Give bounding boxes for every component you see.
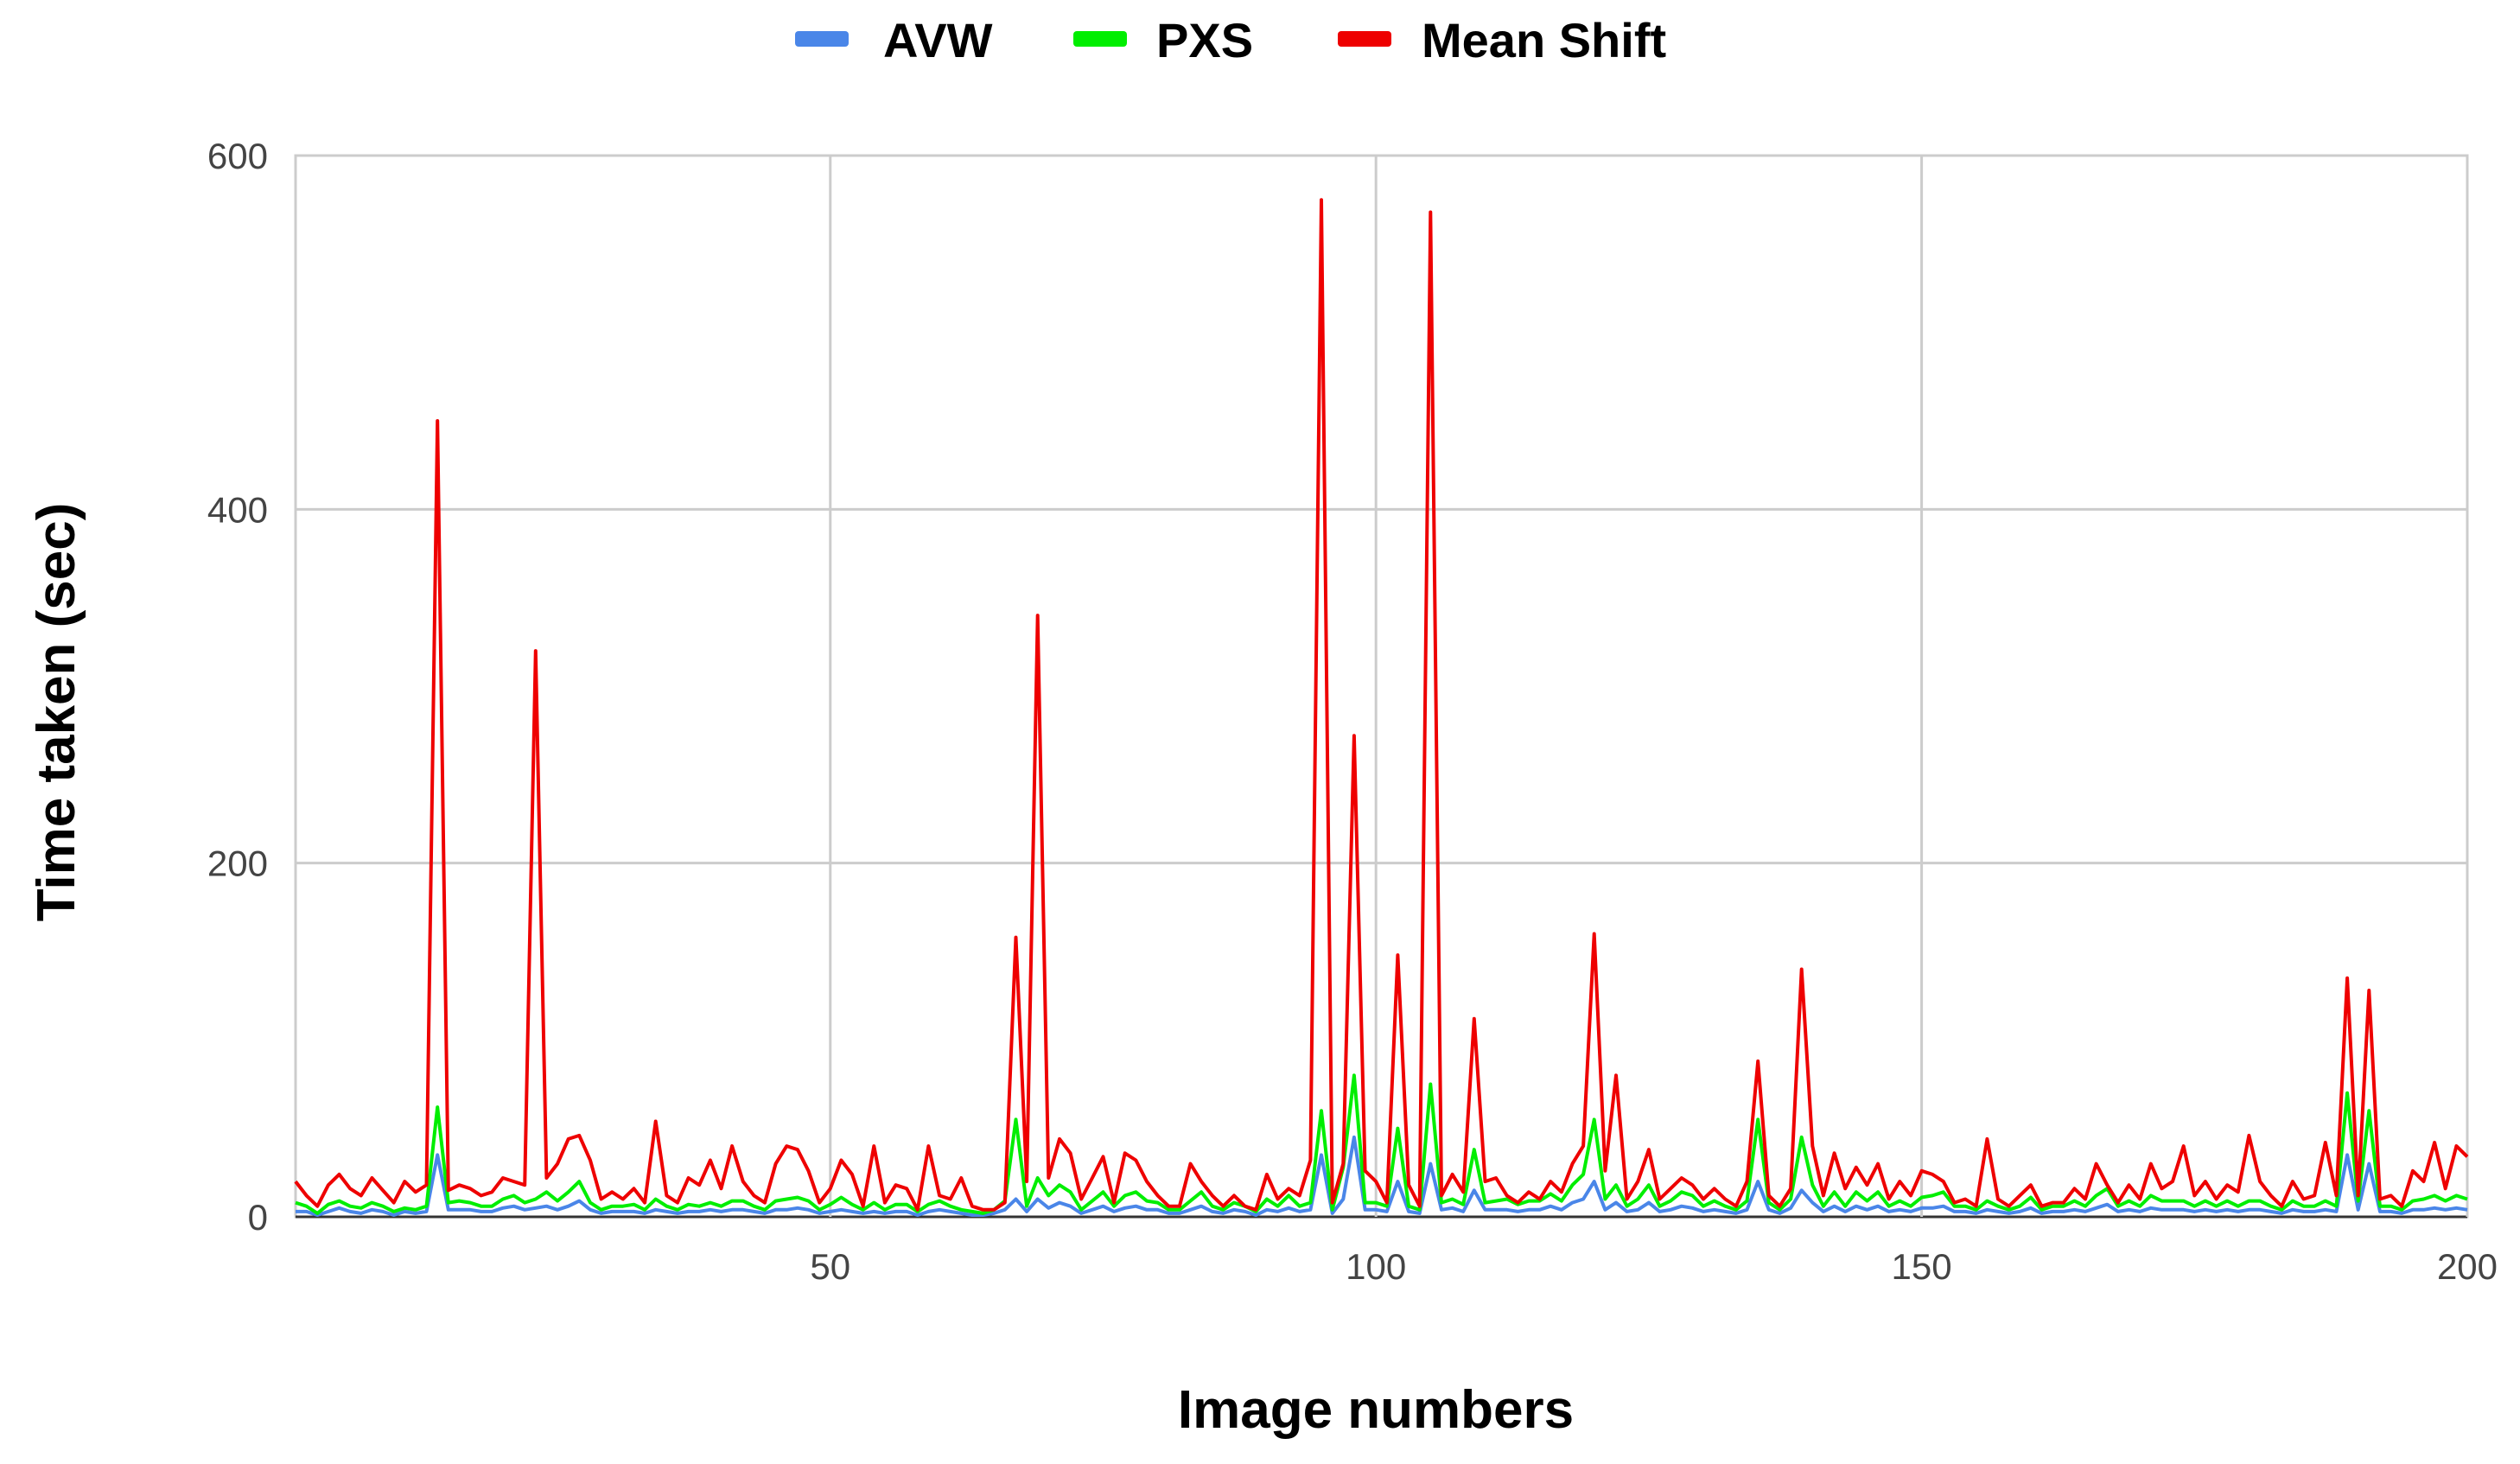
y-tick-label: 0 [248, 1197, 268, 1238]
legend-swatch [1338, 31, 1391, 47]
x-tick-label: 200 [2437, 1246, 2498, 1287]
x-axis-title: Image numbers [1178, 1380, 1574, 1440]
legend-item-avw: AVW [795, 13, 993, 67]
y-tick-label: 600 [207, 136, 268, 176]
legend-label: Mean Shift [1422, 13, 1666, 67]
legend-label: PXS [1156, 13, 1253, 67]
x-tick-label: 150 [1892, 1246, 1952, 1287]
chart-series-layer [294, 198, 2469, 1217]
legend-swatch [795, 31, 849, 47]
chart-grid [294, 154, 2469, 1219]
chart-legend: AVW PXS Mean Shift [795, 13, 1666, 67]
legend-item-mean-shift: Mean Shift [1338, 13, 1666, 67]
series-line-pxs [295, 1073, 2468, 1215]
series-line-avw [296, 1135, 2468, 1217]
x-tick-label: 100 [1346, 1246, 1406, 1287]
legend-item-pxs: PXS [1073, 13, 1253, 67]
plot-area-frame [294, 154, 2469, 1219]
chart-ticks: 0 200 400 600 50 100 150 200 [207, 136, 2498, 1287]
y-axis-title: Time taken (sec) [27, 503, 86, 922]
x-tick-label: 50 [810, 1246, 850, 1287]
y-tick-label: 400 [207, 489, 268, 530]
legend-swatch [1073, 31, 1127, 47]
y-tick-label: 200 [207, 843, 268, 884]
series-line-mean-shift [294, 198, 2469, 1212]
legend-label: AVW [883, 13, 993, 67]
